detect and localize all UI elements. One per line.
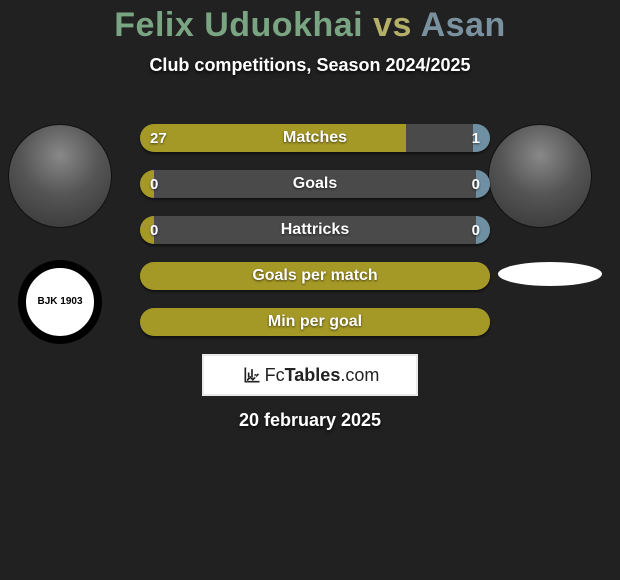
stat-bar: 00Goals <box>140 170 490 198</box>
comparison-bars: 271Matches 00Goals 00Hattricks Goals per ma… <box>140 124 490 354</box>
player1-avatar <box>8 124 112 228</box>
chart-icon <box>241 365 263 385</box>
player1-club-badge: BJK 1903 <box>18 260 102 344</box>
brand-suffix: .com <box>340 365 379 385</box>
club-badge-text: BJK 1903 <box>37 297 82 307</box>
stat-bar: Goals per match <box>140 262 490 290</box>
stat-label: Min per goal <box>140 308 490 336</box>
stat-label: Matches <box>140 124 490 152</box>
date-label: 20 february 2025 <box>0 410 620 431</box>
stat-bar: 271Matches <box>140 124 490 152</box>
subtitle: Club competitions, Season 2024/2025 <box>0 55 620 76</box>
brand-bold: Tables <box>285 365 341 385</box>
vs-label: vs <box>373 6 412 44</box>
stat-label: Goals <box>140 170 490 198</box>
player2-avatar <box>488 124 592 228</box>
page-title: Felix Uduokhai vs Asan <box>0 0 620 45</box>
brand-pre: Fc <box>265 365 285 385</box>
stat-bar: 00Hattricks <box>140 216 490 244</box>
stat-label: Goals per match <box>140 262 490 290</box>
stat-bar: Min per goal <box>140 308 490 336</box>
stat-label: Hattricks <box>140 216 490 244</box>
brand-text: FcTables.com <box>265 365 380 386</box>
player2-club-badge <box>498 262 602 286</box>
player1-name: Felix Uduokhai <box>114 6 363 44</box>
brand-box: FcTables.com <box>202 354 418 396</box>
player2-name: Asan <box>421 6 506 44</box>
